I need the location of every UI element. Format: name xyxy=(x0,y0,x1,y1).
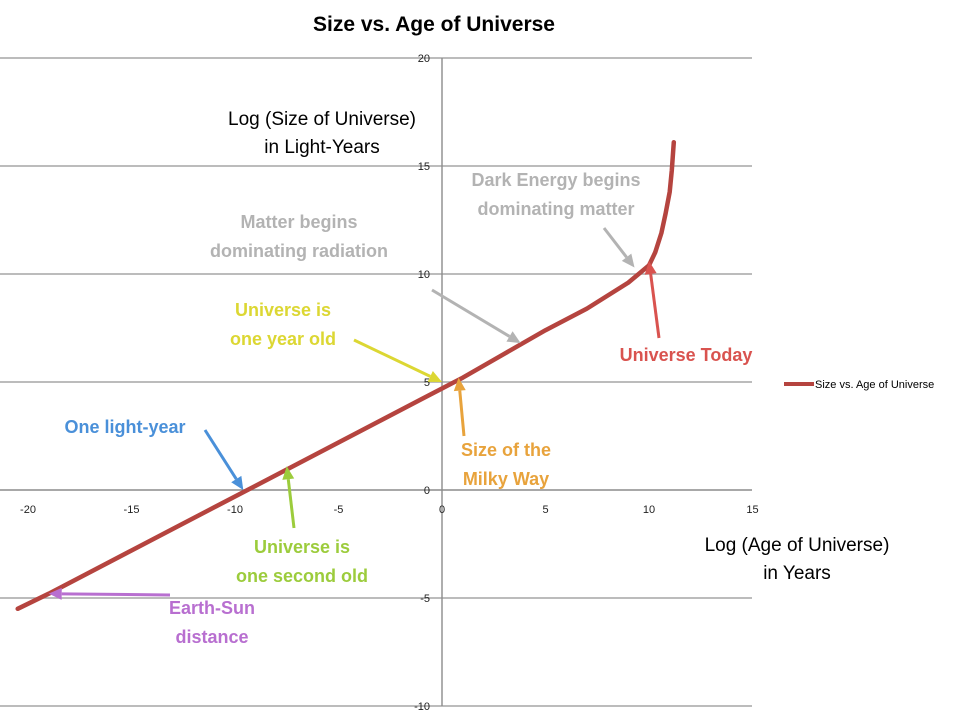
annotation-text: Universe is xyxy=(235,300,331,320)
x-tick-label: -10 xyxy=(227,504,243,516)
y-tick-label: 10 xyxy=(418,269,430,281)
annotation-arrowhead xyxy=(506,331,521,344)
x-axis-label-line-2: in Years xyxy=(763,563,831,584)
annotation-arrow xyxy=(61,592,171,597)
annotation-one-year: Universe is one year old xyxy=(230,300,442,382)
annotation-arrow xyxy=(353,338,431,378)
x-axis-label-line-1: Log (Age of Universe) xyxy=(705,535,890,556)
annotation-text: Dark Energy begins xyxy=(471,170,640,190)
chart-title: Size vs. Age of Universe xyxy=(313,13,555,36)
y-tick-label: 20 xyxy=(418,53,430,65)
annotation-text: Universe Today xyxy=(620,345,753,365)
x-tick-label: -15 xyxy=(124,504,140,516)
legend: Size vs. Age of Universe xyxy=(784,379,934,391)
annotation-arrowhead xyxy=(282,466,295,480)
x-tick-label: 10 xyxy=(643,504,655,516)
annotation-universe-today: Universe Today xyxy=(620,261,753,365)
annotation-milky-way: Size of the Milky Way xyxy=(453,377,551,489)
annotation-arrowhead xyxy=(644,261,657,275)
annotation-text: one second old xyxy=(236,566,368,586)
annotation-arrowhead xyxy=(453,377,466,392)
annotation-text: Earth-Sun xyxy=(169,598,255,618)
annotation-arrow xyxy=(203,429,238,480)
y-axis-label-line-2: in Light-Years xyxy=(264,137,379,158)
annotation-arrowhead xyxy=(48,587,62,600)
annotation-arrow xyxy=(602,227,628,259)
annotation-arrowhead xyxy=(231,475,244,490)
annotation-arrow xyxy=(458,390,466,437)
annotation-text: distance xyxy=(175,627,248,647)
annotation-arrowhead xyxy=(427,370,442,382)
x-tick-label: 15 xyxy=(746,504,758,516)
annotation-text: One light-year xyxy=(64,417,185,437)
y-axis-label-line-1: Log (Size of Universe) xyxy=(228,109,416,130)
annotation-text: dominating matter xyxy=(477,199,634,219)
annotation-light-year: One light-year xyxy=(64,417,244,490)
y-tick-label: 15 xyxy=(418,161,430,173)
annotation-one-second: Universe is one second old xyxy=(236,466,368,586)
tick-labels: -10 -5 0 5 10 15 20 -20 -15 -10 -5 0 5 10 15 xyxy=(20,53,759,713)
annotation-earth-sun: Earth-Sun distance xyxy=(48,587,255,647)
annotation-text: one year old xyxy=(230,329,336,349)
y-tick-label: 0 xyxy=(424,485,430,497)
annotation-arrow xyxy=(649,273,661,339)
annotation-text: Milky Way xyxy=(463,469,549,489)
series-line xyxy=(15,139,677,612)
annotation-text: Matter begins xyxy=(240,212,357,232)
y-tick-label: -5 xyxy=(420,593,430,605)
x-tick-label: -5 xyxy=(334,504,344,516)
annotation-text: dominating radiation xyxy=(210,241,388,261)
annotation-arrowhead xyxy=(621,253,635,268)
annotation-arrow xyxy=(286,478,296,529)
legend-label: Size vs. Age of Universe xyxy=(815,379,934,391)
annotation-text: Universe is xyxy=(254,537,350,557)
grid xyxy=(0,57,752,707)
annotation-dark-energy: Dark Energy begins dominating matter xyxy=(471,170,641,268)
x-tick-label: 0 xyxy=(439,504,445,516)
x-tick-label: -20 xyxy=(20,504,36,516)
annotation-text: Size of the xyxy=(461,440,551,460)
annotation-arrow xyxy=(431,288,511,338)
annotation-matter-radiation: Matter begins dominating radiation xyxy=(210,212,521,344)
y-tick-label: -10 xyxy=(414,701,430,713)
x-tick-label: 5 xyxy=(542,504,548,516)
y-tick-label: 5 xyxy=(424,377,430,389)
series xyxy=(15,139,677,612)
